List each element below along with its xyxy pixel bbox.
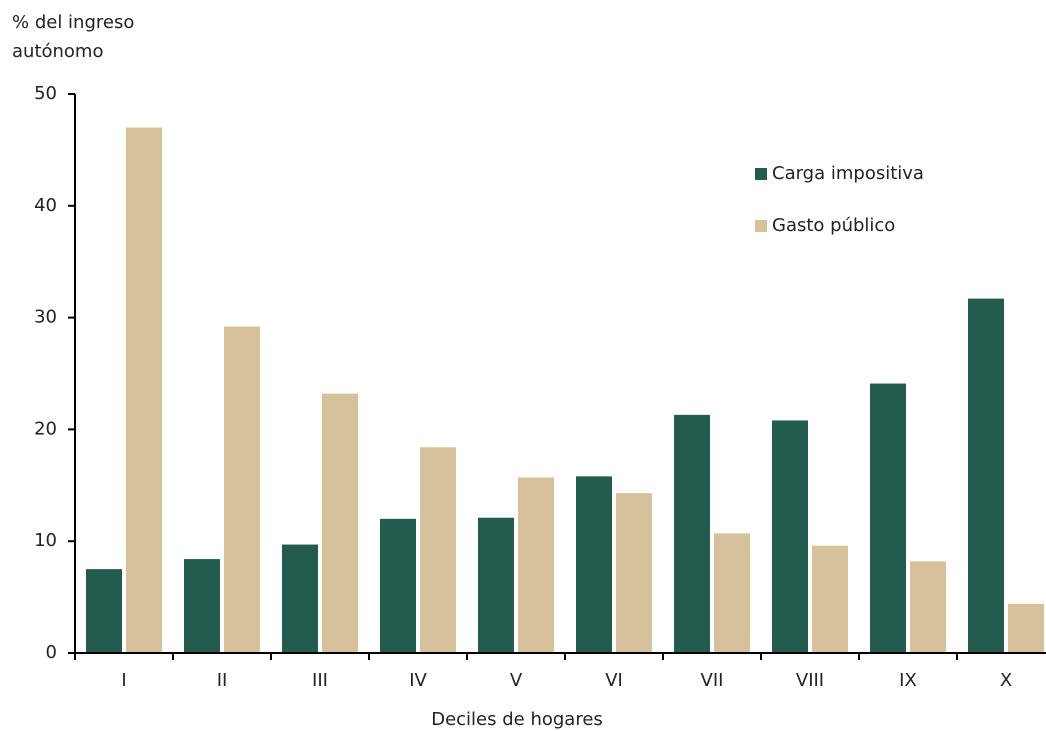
bar <box>86 569 122 653</box>
x-tick-label: III <box>312 670 328 691</box>
bar <box>616 493 652 653</box>
bar <box>126 127 162 654</box>
y-tick-label: 40 <box>34 195 57 216</box>
bar <box>478 517 514 653</box>
x-tick-label: II <box>217 670 228 691</box>
bar <box>184 559 220 653</box>
x-tick-label: VIII <box>796 670 824 691</box>
y-tick-label: 20 <box>34 418 57 439</box>
y-tick-label: 0 <box>46 642 57 663</box>
x-tick-label: VII <box>701 670 724 691</box>
bar <box>380 518 416 653</box>
legend-swatch <box>755 168 767 180</box>
bar <box>772 420 808 653</box>
bar <box>576 476 612 653</box>
x-tick-label: IX <box>899 670 917 691</box>
legend-label: Carga impositiva <box>772 163 924 184</box>
bar <box>282 544 318 653</box>
y-tick-label: 10 <box>34 530 57 551</box>
y-axis-label: autónomo <box>12 41 103 62</box>
legend-label: Gasto público <box>772 215 895 236</box>
y-tick-label: 50 <box>34 83 57 104</box>
x-tick-label: V <box>510 670 523 691</box>
bar <box>1008 603 1044 653</box>
x-tick-label: VI <box>605 670 623 691</box>
x-axis-label: Deciles de hogares <box>431 709 603 730</box>
bar <box>910 561 946 653</box>
x-tick-label: X <box>1000 670 1012 691</box>
legend-swatch <box>755 220 767 232</box>
x-tick-label: I <box>121 670 126 691</box>
bar <box>714 533 750 653</box>
x-tick-label: IV <box>409 670 427 691</box>
y-axis-label: % del ingreso <box>12 12 134 33</box>
bar <box>968 298 1004 653</box>
bar <box>224 326 260 653</box>
bar <box>518 477 554 653</box>
bar <box>322 393 358 653</box>
bar <box>420 447 456 653</box>
bar <box>674 414 710 653</box>
bar <box>812 545 848 653</box>
y-tick-label: 30 <box>34 307 57 328</box>
bar <box>870 383 906 653</box>
